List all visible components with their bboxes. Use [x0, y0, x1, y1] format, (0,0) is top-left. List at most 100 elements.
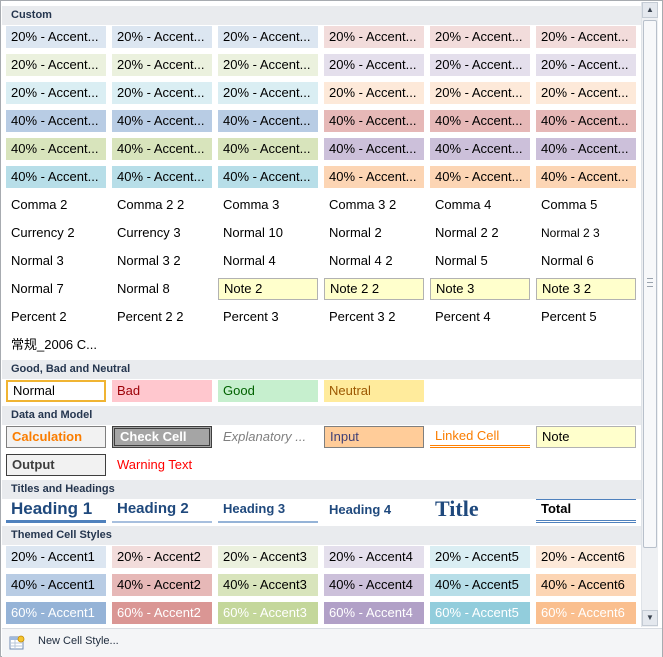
style-cell-warning-text[interactable]: Warning Text	[117, 457, 193, 472]
style-cell-total[interactable]: Total	[536, 499, 636, 523]
style-cell-title[interactable]: Title	[435, 499, 479, 521]
style-cell-custom[interactable]: 40% - Accent...	[112, 138, 212, 160]
style-cell-custom[interactable]: 20% - Accent...	[430, 26, 530, 48]
style-cell-custom[interactable]: Normal 8	[117, 281, 170, 296]
style-cell-custom[interactable]: 20% - Accent...	[218, 54, 318, 76]
style-cell-bad[interactable]: Bad	[112, 380, 212, 402]
style-cell-custom[interactable]: Comma 3	[223, 197, 280, 212]
style-cell-themed[interactable]: 40% - Accent5	[430, 574, 530, 596]
style-cell-custom[interactable]: 40% - Accent...	[218, 166, 318, 188]
style-cell-custom[interactable]: Comma 3 2	[329, 197, 397, 212]
style-cell-custom[interactable]: Normal 3 2	[117, 253, 181, 268]
style-cell-explanatory[interactable]: Explanatory ...	[223, 429, 307, 444]
style-cell-custom[interactable]: Normal 4	[223, 253, 276, 268]
style-cell-custom[interactable]: Normal 7	[11, 281, 64, 296]
style-cell-themed[interactable]: 40% - Accent3	[218, 574, 318, 596]
style-cell-themed[interactable]: 60% - Accent6	[536, 602, 636, 624]
style-cell-custom[interactable]: 20% - Accent...	[536, 82, 636, 104]
style-cell-input[interactable]: Input	[324, 426, 424, 448]
style-cell-themed[interactable]: 60% - Accent1	[6, 602, 106, 624]
style-cell-custom[interactable]: 40% - Accent...	[324, 110, 424, 132]
style-cell-heading-3[interactable]: Heading 3	[218, 499, 318, 523]
style-cell-neutral[interactable]: Neutral	[324, 380, 424, 402]
style-cell-custom[interactable]: 20% - Accent...	[430, 82, 530, 104]
style-cell-themed[interactable]: 20% - Accent6	[536, 546, 636, 568]
vertical-scrollbar[interactable]: ▲ ▼	[641, 2, 658, 627]
style-cell-custom[interactable]: 20% - Accent...	[536, 26, 636, 48]
style-cell-themed[interactable]: 60% - Accent3	[218, 602, 318, 624]
style-cell-themed[interactable]: 40% - Accent6	[536, 574, 636, 596]
style-cell-custom[interactable]: 20% - Accent...	[536, 54, 636, 76]
style-cell-custom[interactable]: Percent 3 2	[329, 309, 396, 324]
style-cell-themed[interactable]: 20% - Accent2	[112, 546, 212, 568]
style-cell-good[interactable]: Good	[218, 380, 318, 402]
style-cell-check-cell[interactable]: Check Cell	[112, 426, 212, 448]
scroll-down-arrow-icon[interactable]: ▼	[642, 610, 658, 626]
style-cell-custom[interactable]: Comma 2	[11, 197, 68, 212]
style-cell-themed[interactable]: 20% - Accent1	[6, 546, 106, 568]
new-cell-style-button[interactable]: New Cell Style...	[6, 632, 156, 654]
style-cell-themed[interactable]: 40% - Accent1	[6, 574, 106, 596]
style-cell-heading-2[interactable]: Heading 2	[112, 499, 212, 523]
style-cell-custom[interactable]: Percent 2	[11, 309, 67, 324]
style-cell-custom[interactable]: 常规_2006 C...	[11, 337, 97, 352]
style-cell-custom[interactable]: Comma 2 2	[117, 197, 185, 212]
style-cell-custom[interactable]: Normal 5	[435, 253, 488, 268]
style-cell-custom[interactable]: Normal 6	[541, 253, 594, 268]
style-cell-output[interactable]: Output	[6, 454, 106, 476]
style-cell-note[interactable]: Note	[536, 426, 636, 448]
style-cell-heading-4[interactable]: Heading 4	[329, 502, 392, 517]
style-cell-custom[interactable]: 40% - Accent...	[324, 138, 424, 160]
style-cell-custom[interactable]: Percent 5	[541, 309, 597, 324]
style-cell-custom[interactable]: 20% - Accent...	[112, 54, 212, 76]
style-cell-themed[interactable]: 20% - Accent4	[324, 546, 424, 568]
style-cell-custom[interactable]: Note 3	[430, 278, 530, 300]
style-cell-custom[interactable]: Currency 3	[117, 225, 181, 240]
style-cell-custom[interactable]: Note 3 2	[536, 278, 636, 300]
style-cell-custom[interactable]: 20% - Accent...	[324, 54, 424, 76]
style-cell-themed[interactable]: 60% - Accent5	[430, 602, 530, 624]
style-cell-custom[interactable]: Normal 4 2	[329, 253, 393, 268]
style-cell-themed[interactable]: 60% - Accent2	[112, 602, 212, 624]
style-cell-custom[interactable]: 40% - Accent...	[6, 166, 106, 188]
style-cell-custom[interactable]: 40% - Accent...	[430, 138, 530, 160]
style-cell-custom[interactable]: Currency 2	[11, 225, 75, 240]
scrollbar-thumb[interactable]	[643, 20, 657, 548]
style-cell-normal[interactable]: Normal	[6, 380, 106, 402]
style-cell-custom[interactable]: 20% - Accent...	[324, 26, 424, 48]
style-cell-linked-cell[interactable]: Linked Cell	[430, 426, 530, 448]
style-cell-custom[interactable]: Normal 3	[11, 253, 64, 268]
style-cell-custom[interactable]: 40% - Accent...	[218, 110, 318, 132]
style-cell-heading-1[interactable]: Heading 1	[6, 499, 106, 523]
style-cell-custom[interactable]: 40% - Accent...	[6, 138, 106, 160]
style-cell-themed[interactable]: 40% - Accent4	[324, 574, 424, 596]
style-cell-custom[interactable]: 40% - Accent...	[6, 110, 106, 132]
style-cell-custom[interactable]: Percent 2 2	[117, 309, 184, 324]
style-cell-custom[interactable]: Comma 4	[435, 197, 492, 212]
style-cell-custom[interactable]: Percent 4	[435, 309, 491, 324]
style-cell-custom[interactable]: Normal 2	[329, 225, 382, 240]
style-cell-custom[interactable]: 20% - Accent...	[6, 82, 106, 104]
style-cell-custom[interactable]: 40% - Accent...	[536, 166, 636, 188]
style-cell-custom[interactable]: 20% - Accent...	[218, 26, 318, 48]
style-cell-themed[interactable]: 40% - Accent2	[112, 574, 212, 596]
style-cell-custom[interactable]: 40% - Accent...	[324, 166, 424, 188]
style-cell-custom[interactable]: Comma 5	[541, 197, 598, 212]
style-cell-custom[interactable]: Normal 2 2	[435, 225, 499, 240]
style-cell-custom[interactable]: Percent 3	[223, 309, 279, 324]
style-cell-custom[interactable]: 40% - Accent...	[536, 138, 636, 160]
scroll-up-arrow-icon[interactable]: ▲	[642, 2, 658, 18]
style-cell-themed[interactable]: 60% - Accent4	[324, 602, 424, 624]
style-cell-themed[interactable]: 20% - Accent5	[430, 546, 530, 568]
style-cell-custom[interactable]: 20% - Accent...	[112, 26, 212, 48]
style-cell-custom[interactable]: 40% - Accent...	[430, 110, 530, 132]
style-cell-calculation[interactable]: Calculation	[6, 426, 106, 448]
style-cell-custom[interactable]: Normal 10	[223, 225, 283, 240]
style-cell-custom[interactable]: 20% - Accent...	[324, 82, 424, 104]
style-cell-custom[interactable]: 20% - Accent...	[6, 26, 106, 48]
style-cell-custom[interactable]: 20% - Accent...	[112, 82, 212, 104]
style-cell-custom[interactable]: Normal 2 3	[541, 226, 600, 240]
style-cell-custom[interactable]: 40% - Accent...	[112, 166, 212, 188]
style-cell-custom[interactable]: 40% - Accent...	[536, 110, 636, 132]
style-cell-custom[interactable]: 20% - Accent...	[218, 82, 318, 104]
